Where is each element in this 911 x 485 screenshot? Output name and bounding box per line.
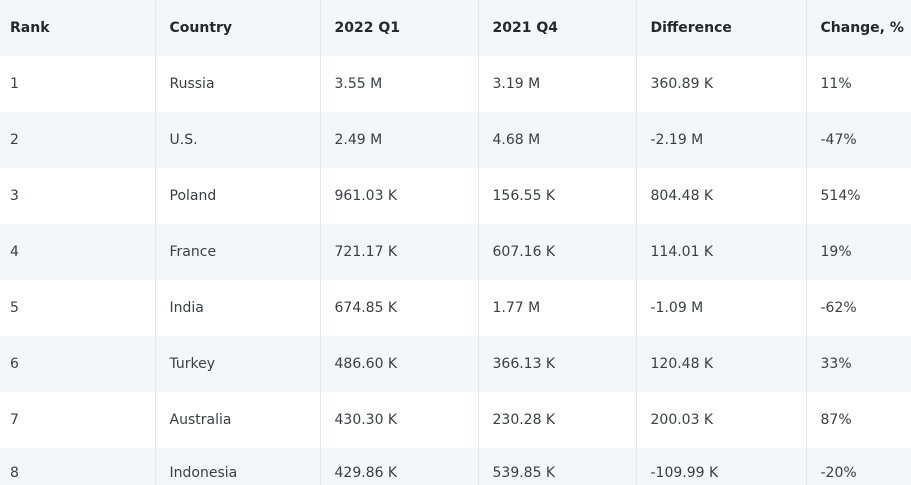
cell-2021-q4: 230.28 K [477, 392, 636, 448]
table-row: 8 Indonesia 429.86 K 539.85 K -109.99 K … [0, 448, 911, 485]
cell-2021-q4: 156.55 K [477, 168, 636, 224]
cell-difference: -109.99 K [635, 448, 806, 485]
header-2022-q1[interactable]: 2022 Q1 [319, 0, 478, 56]
cell-rank: 4 [0, 224, 155, 280]
cell-change-percent: 514% [805, 168, 911, 224]
cell-2021-q4: 366.13 K [477, 336, 636, 392]
cell-country: India [154, 280, 320, 336]
cell-change-percent: -20% [805, 448, 911, 485]
cell-2022-q1: 961.03 K [319, 168, 478, 224]
table-row: 6 Turkey 486.60 K 366.13 K 120.48 K 33% [0, 336, 911, 392]
cell-change-percent: 33% [805, 336, 911, 392]
header-row: Rank Country 2022 Q1 2021 Q4 Difference … [0, 0, 911, 56]
cell-country: U.S. [154, 112, 320, 168]
cell-2022-q1: 674.85 K [319, 280, 478, 336]
table-row: 2 U.S. 2.49 M 4.68 M -2.19 M -47% [0, 112, 911, 168]
cell-country: Russia [154, 56, 320, 112]
cell-difference: 804.48 K [635, 168, 806, 224]
table-body: 1 Russia 3.55 M 3.19 M 360.89 K 11% 2 U.… [0, 56, 911, 485]
header-change-percent[interactable]: Change, % [805, 0, 911, 56]
table-row: 3 Poland 961.03 K 156.55 K 804.48 K 514% [0, 168, 911, 224]
header-rank[interactable]: Rank [0, 0, 155, 56]
cell-2021-q4: 539.85 K [477, 448, 636, 485]
cell-rank: 1 [0, 56, 155, 112]
cell-rank: 7 [0, 392, 155, 448]
cell-country: Indonesia [154, 448, 320, 485]
cell-difference: 120.48 K [635, 336, 806, 392]
cell-rank: 8 [0, 448, 155, 485]
cell-2022-q1: 721.17 K [319, 224, 478, 280]
cell-difference: -1.09 M [635, 280, 806, 336]
table-row: 7 Australia 430.30 K 230.28 K 200.03 K 8… [0, 392, 911, 448]
cell-2022-q1: 429.86 K [319, 448, 478, 485]
cell-2021-q4: 607.16 K [477, 224, 636, 280]
table-row: 4 France 721.17 K 607.16 K 114.01 K 19% [0, 224, 911, 280]
cell-2022-q1: 430.30 K [319, 392, 478, 448]
cell-rank: 6 [0, 336, 155, 392]
cell-2022-q1: 2.49 M [319, 112, 478, 168]
cell-rank: 2 [0, 112, 155, 168]
cell-2021-q4: 4.68 M [477, 112, 636, 168]
cell-country: France [154, 224, 320, 280]
header-2021-q4[interactable]: 2021 Q4 [477, 0, 636, 56]
cell-change-percent: 19% [805, 224, 911, 280]
cell-2021-q4: 3.19 M [477, 56, 636, 112]
cell-country: Australia [154, 392, 320, 448]
cell-change-percent: 11% [805, 56, 911, 112]
table-row: 5 India 674.85 K 1.77 M -1.09 M -62% [0, 280, 911, 336]
cell-2021-q4: 1.77 M [477, 280, 636, 336]
table-row: 1 Russia 3.55 M 3.19 M 360.89 K 11% [0, 56, 911, 112]
cell-2022-q1: 3.55 M [319, 56, 478, 112]
cell-country: Poland [154, 168, 320, 224]
header-difference[interactable]: Difference [635, 0, 806, 56]
table-header: Rank Country 2022 Q1 2021 Q4 Difference … [0, 0, 911, 56]
cell-rank: 5 [0, 280, 155, 336]
header-country[interactable]: Country [154, 0, 320, 56]
cell-rank: 3 [0, 168, 155, 224]
cell-difference: 360.89 K [635, 56, 806, 112]
cell-country: Turkey [154, 336, 320, 392]
cell-2022-q1: 486.60 K [319, 336, 478, 392]
cell-change-percent: -62% [805, 280, 911, 336]
cell-difference: 200.03 K [635, 392, 806, 448]
cell-change-percent: 87% [805, 392, 911, 448]
cell-change-percent: -47% [805, 112, 911, 168]
cell-difference: 114.01 K [635, 224, 806, 280]
cell-difference: -2.19 M [635, 112, 806, 168]
